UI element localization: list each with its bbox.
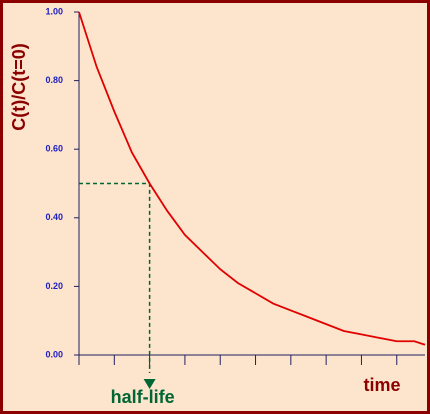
- decay-curve: [78, 11, 426, 346]
- y-tick-label: 0.80: [45, 75, 63, 85]
- half-life-marker: [143, 379, 156, 389]
- y-tick-label: 0.60: [45, 144, 63, 154]
- y-tick-label: 0.20: [45, 281, 63, 291]
- half-life-label: half-life: [111, 387, 175, 407]
- x-axis-label: time: [363, 375, 400, 395]
- y-tick-label: 0.00: [45, 349, 63, 359]
- y-tick-label: 1.00: [45, 6, 63, 16]
- y-tick-label: 0.40: [45, 212, 63, 222]
- y-axis-label: C(t)/C(t=0): [9, 43, 29, 131]
